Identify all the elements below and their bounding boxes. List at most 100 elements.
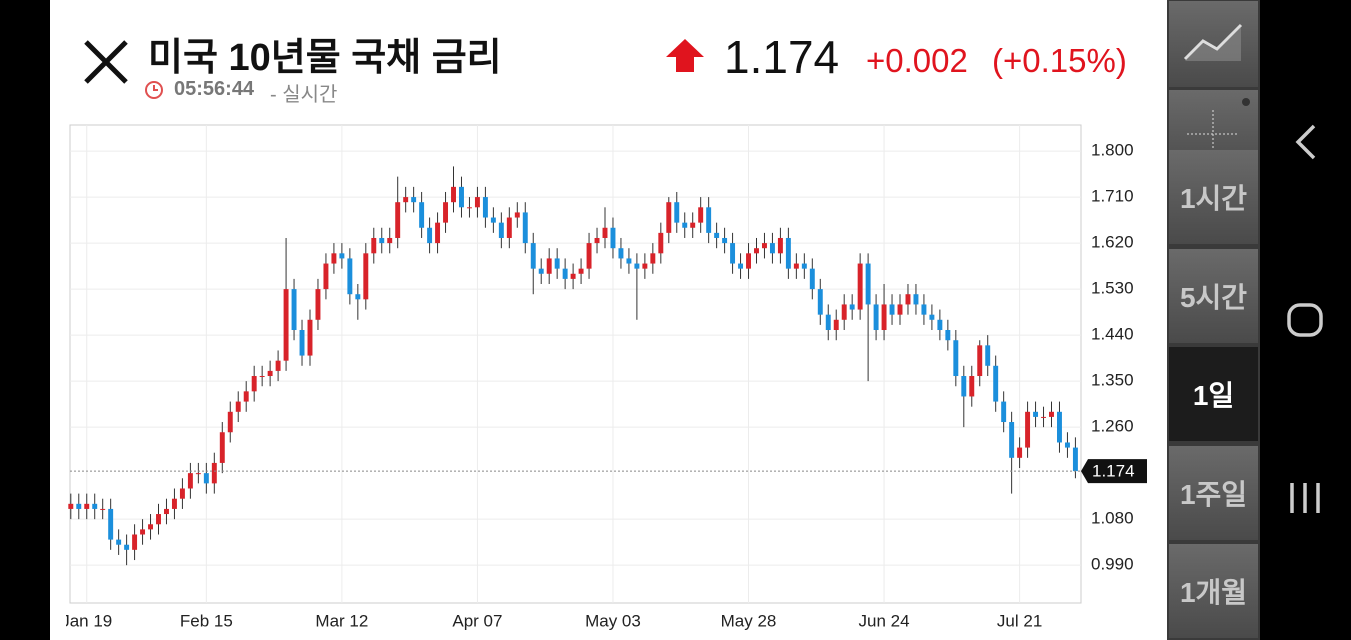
candle-body <box>283 289 289 361</box>
candle-body <box>291 289 297 331</box>
y-tick-label: 1.440 <box>1091 325 1134 344</box>
candle-body <box>873 304 879 331</box>
candle-body <box>132 534 138 550</box>
candle-body <box>658 232 664 254</box>
price: 1.174 <box>724 31 840 83</box>
interval-button[interactable]: 1시간 <box>1169 150 1258 244</box>
back-button[interactable] <box>1295 124 1316 160</box>
recents-button[interactable] <box>1290 483 1320 513</box>
candle-body <box>164 508 169 515</box>
candle-body <box>1017 447 1023 458</box>
candle-body <box>889 304 895 315</box>
candle-body <box>562 268 568 279</box>
candle-body <box>706 207 712 233</box>
candle-body <box>546 258 552 274</box>
interval-button[interactable]: 1일 <box>1169 347 1258 441</box>
candle-body <box>841 304 847 320</box>
candle-body <box>738 263 744 269</box>
candle-body <box>1049 411 1054 417</box>
candle-body <box>586 243 592 269</box>
candle-body <box>626 258 632 264</box>
candle-body <box>387 237 393 244</box>
candle-body <box>1001 401 1007 423</box>
candle-body <box>395 202 401 238</box>
candle-body <box>100 508 106 510</box>
interval-button[interactable]: 1개월 <box>1169 544 1258 638</box>
candle-body <box>490 217 496 223</box>
y-tick-label: 0.990 <box>1091 555 1134 574</box>
clock-icon <box>145 81 163 99</box>
x-tick-label: Feb 15 <box>180 611 233 630</box>
candle-body <box>594 237 600 244</box>
candle-body <box>578 268 584 274</box>
close-button[interactable] <box>78 32 138 92</box>
candle-body <box>267 370 273 377</box>
candle-body <box>857 263 863 310</box>
candle-body <box>801 263 807 269</box>
candle-body <box>538 268 544 274</box>
candle-body <box>195 473 201 475</box>
interval-button[interactable]: 1주일 <box>1169 445 1258 540</box>
candle-body <box>650 253 656 264</box>
candle-body <box>833 319 839 331</box>
candle-body <box>148 524 154 530</box>
candle-body <box>299 330 305 356</box>
candle-body <box>124 544 130 550</box>
y-tick-label: 1.080 <box>1091 509 1134 528</box>
candle-body <box>929 314 935 320</box>
candle-body <box>411 197 417 203</box>
interval-button[interactable]: 5시간 <box>1169 248 1258 343</box>
candle-body <box>1009 422 1015 458</box>
candle-body <box>363 253 369 300</box>
y-tick-label: 1.350 <box>1091 371 1134 390</box>
x-axis: Jan 19 Feb 15 Mar 12 Apr 07 May 03 May 28 Jun … <box>66 125 1042 630</box>
candle-body <box>977 345 983 377</box>
x-tick-label: Jul 21 <box>997 611 1042 630</box>
chart-type-button[interactable] <box>1169 1 1258 87</box>
candle-body <box>339 253 345 259</box>
candle-body <box>323 263 329 290</box>
home-button[interactable] <box>1287 303 1323 337</box>
candle-body <box>945 330 951 341</box>
candle-body <box>642 263 648 269</box>
candle-body <box>498 222 504 238</box>
candle-body <box>666 202 672 233</box>
candle-body <box>785 237 791 269</box>
candle-body <box>849 304 855 310</box>
y-tick-label: 1.710 <box>1091 187 1134 206</box>
candle-body <box>793 263 799 269</box>
candle-body <box>722 237 728 244</box>
candle-body <box>913 294 919 305</box>
candle-body <box>865 263 871 305</box>
candle-body <box>905 294 911 305</box>
candle-body <box>108 508 114 540</box>
x-tick-label: Mar 12 <box>315 611 368 630</box>
candle-body <box>92 503 98 509</box>
candle-body <box>371 237 377 254</box>
candle-body <box>355 294 361 300</box>
up-arrow <box>666 39 704 72</box>
candle-body <box>171 498 177 509</box>
candle-body <box>522 212 528 244</box>
candle-body <box>379 237 385 244</box>
y-tick-label: 1.530 <box>1091 279 1134 298</box>
candle-body <box>1064 442 1070 448</box>
status: - 실시간 <box>270 84 338 106</box>
candle-body <box>881 304 887 331</box>
chart-panel: 미국 10년물 국채 금리 05:56:44 - 실시간 1.174 +0.00… <box>50 0 1167 640</box>
candle-body <box>68 503 74 509</box>
candle-body <box>921 304 927 315</box>
candle-body <box>116 539 122 545</box>
candle-body <box>76 503 82 509</box>
candle-body <box>259 376 265 378</box>
candle-body <box>466 207 472 209</box>
candle-body <box>1041 416 1046 418</box>
nav-bar <box>1287 124 1323 513</box>
change: +0.002 <box>866 42 968 79</box>
candle-body <box>427 227 433 244</box>
candle-body <box>817 289 823 315</box>
candle-body <box>530 243 536 269</box>
candle-body <box>809 268 815 290</box>
candle-body <box>602 227 608 238</box>
x-tick-label: May 03 <box>585 611 641 630</box>
